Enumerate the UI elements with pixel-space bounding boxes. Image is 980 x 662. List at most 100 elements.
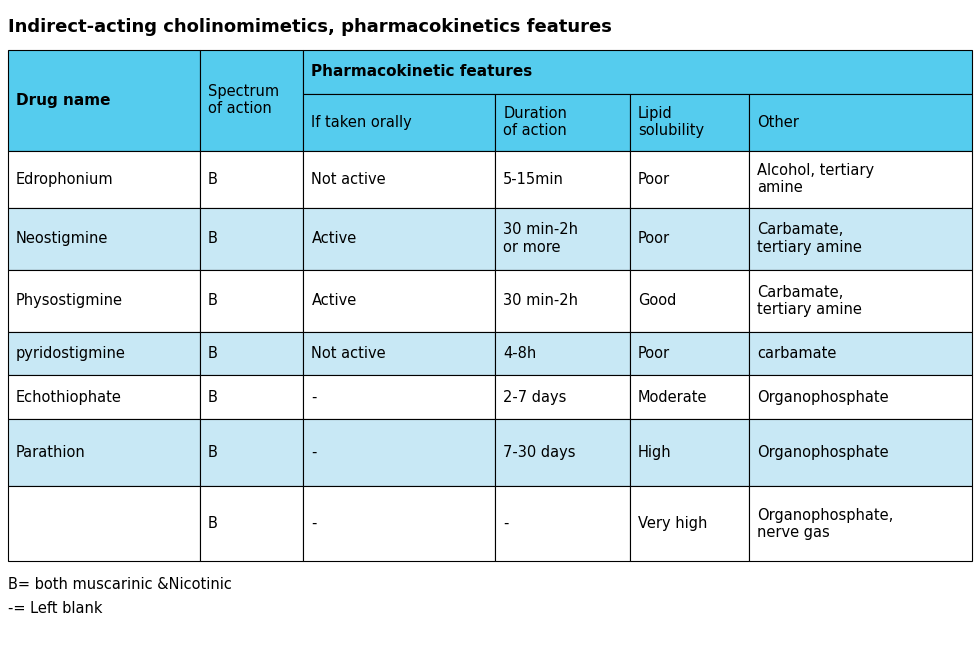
Text: 7-30 days: 7-30 days [503, 446, 575, 460]
Bar [304, 150, 495, 208]
Bar [304, 93, 495, 150]
Bar [200, 487, 304, 561]
Text: Parathion: Parathion [16, 446, 86, 460]
Text: Very high: Very high [638, 516, 708, 531]
Text: 5-15min: 5-15min [503, 171, 564, 187]
Text: Carbamate,
tertiary amine: Carbamate, tertiary amine [758, 285, 862, 317]
Bar [749, 269, 972, 332]
Text: -= Left blank: -= Left blank [8, 601, 103, 616]
Text: B= both muscarinic &Nicotinic: B= both muscarinic &Nicotinic [8, 577, 232, 592]
Text: B: B [208, 171, 218, 187]
Text: -: - [312, 390, 317, 404]
Bar [8, 332, 200, 375]
Text: Carbamate,
tertiary amine: Carbamate, tertiary amine [758, 222, 862, 255]
Text: B: B [208, 346, 218, 361]
Text: 2-7 days: 2-7 days [503, 390, 566, 404]
Text: Not active: Not active [312, 346, 386, 361]
Text: Active: Active [312, 231, 357, 246]
Text: 30 min-2h: 30 min-2h [503, 293, 578, 308]
Bar [495, 150, 630, 208]
Bar [8, 419, 200, 487]
Text: Lipid
solubility: Lipid solubility [638, 106, 704, 138]
Text: Active: Active [312, 293, 357, 308]
Text: B: B [208, 390, 218, 404]
Text: Pharmacokinetic features: Pharmacokinetic features [312, 64, 533, 79]
Text: Organophosphate: Organophosphate [758, 390, 889, 404]
Text: -: - [503, 516, 509, 531]
Bar [304, 50, 972, 93]
Bar [749, 332, 972, 375]
Text: B: B [208, 293, 218, 308]
Bar [304, 375, 495, 419]
Bar [200, 269, 304, 332]
Text: Physostigmine: Physostigmine [16, 293, 123, 308]
Bar [630, 269, 749, 332]
Text: Organophosphate,
nerve gas: Organophosphate, nerve gas [758, 508, 894, 540]
Bar [8, 375, 200, 419]
Bar [8, 208, 200, 269]
Text: B: B [208, 516, 218, 531]
Text: Duration
of action: Duration of action [503, 106, 567, 138]
Text: Alcohol, tertiary
amine: Alcohol, tertiary amine [758, 163, 874, 195]
Text: Indirect-acting cholinomimetics, pharmacokinetics features: Indirect-acting cholinomimetics, pharmac… [8, 18, 612, 36]
Text: B: B [208, 231, 218, 246]
Bar [200, 150, 304, 208]
Text: Poor: Poor [638, 346, 670, 361]
Bar [200, 332, 304, 375]
Bar [630, 150, 749, 208]
Text: Poor: Poor [638, 171, 670, 187]
Bar [495, 332, 630, 375]
Text: 4-8h: 4-8h [503, 346, 536, 361]
Text: Organophosphate: Organophosphate [758, 446, 889, 460]
Bar [8, 150, 200, 208]
Bar [8, 269, 200, 332]
Text: Other: Other [758, 115, 799, 130]
Bar [200, 50, 304, 150]
Text: Not active: Not active [312, 171, 386, 187]
Text: If taken orally: If taken orally [312, 115, 413, 130]
Bar [304, 419, 495, 487]
Bar [630, 487, 749, 561]
Bar [304, 269, 495, 332]
Bar [630, 375, 749, 419]
Text: B: B [208, 446, 218, 460]
Bar [495, 208, 630, 269]
Text: Good: Good [638, 293, 676, 308]
Bar [749, 487, 972, 561]
Bar [749, 150, 972, 208]
Text: High: High [638, 446, 671, 460]
Text: Echothiophate: Echothiophate [16, 390, 122, 404]
Bar [8, 487, 200, 561]
Bar [495, 375, 630, 419]
Text: 30 min-2h
or more: 30 min-2h or more [503, 222, 578, 255]
Bar [200, 419, 304, 487]
Bar [749, 375, 972, 419]
Bar [749, 419, 972, 487]
Text: -: - [312, 516, 317, 531]
Bar [200, 375, 304, 419]
Text: carbamate: carbamate [758, 346, 837, 361]
Text: Spectrum
of action: Spectrum of action [208, 84, 279, 117]
Text: pyridostigmine: pyridostigmine [16, 346, 125, 361]
Bar [749, 93, 972, 150]
Text: Drug name: Drug name [16, 93, 111, 108]
Text: Moderate: Moderate [638, 390, 708, 404]
Bar [304, 487, 495, 561]
Bar [630, 332, 749, 375]
Bar [495, 269, 630, 332]
Bar [495, 93, 630, 150]
Bar [200, 208, 304, 269]
Bar [304, 332, 495, 375]
Bar [630, 93, 749, 150]
Text: -: - [312, 446, 317, 460]
Bar [630, 419, 749, 487]
Bar [495, 487, 630, 561]
Bar [8, 50, 200, 150]
Bar [630, 208, 749, 269]
Bar [304, 208, 495, 269]
Bar [495, 419, 630, 487]
Text: Poor: Poor [638, 231, 670, 246]
Bar [749, 208, 972, 269]
Text: Edrophonium: Edrophonium [16, 171, 114, 187]
Text: Neostigmine: Neostigmine [16, 231, 109, 246]
